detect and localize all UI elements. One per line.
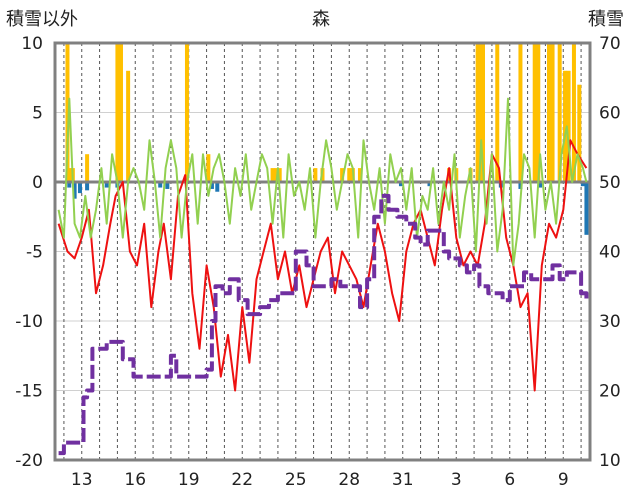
precip-bar — [481, 43, 485, 182]
sunshine-bar — [398, 182, 403, 187]
precip-bar — [571, 43, 576, 182]
sunshine-bar — [584, 182, 589, 235]
precip-bar — [536, 43, 541, 182]
left-tick-label: -10 — [15, 312, 43, 332]
precip-bar — [550, 43, 555, 182]
sunshine-bar — [209, 182, 214, 189]
left-tick-label: 10 — [21, 34, 43, 54]
x-tick-label: 3 — [451, 470, 462, 490]
left-tick-label: -15 — [15, 382, 43, 402]
left-tick-label: 5 — [32, 104, 43, 124]
x-tick-label: 6 — [504, 470, 515, 490]
right-tick-label: 30 — [599, 312, 621, 332]
right-tick-label: 60 — [599, 104, 621, 124]
precip-bar — [518, 43, 523, 182]
precip-bar — [577, 84, 582, 182]
series-line-green — [57, 97, 588, 267]
x-tick-label: 22 — [231, 470, 253, 490]
right-tick-label: 50 — [599, 173, 621, 193]
precip-bar — [206, 154, 211, 182]
precip-bar — [277, 168, 282, 182]
precip-bar — [340, 168, 345, 182]
sunshine-bar — [518, 182, 523, 189]
precip-bar — [115, 43, 120, 182]
sunshine-bar — [77, 182, 82, 194]
sunshine-bar — [104, 182, 109, 188]
precip-bar — [475, 43, 480, 182]
x-tick-label: 25 — [285, 470, 307, 490]
sunshine-bar — [67, 182, 72, 188]
left-tick-label: -5 — [26, 243, 43, 263]
line-layer — [55, 97, 590, 456]
sunshine-bar — [85, 182, 90, 191]
sunshine-bar — [158, 182, 163, 188]
x-tick-label: 19 — [178, 470, 200, 490]
precip-bar — [563, 70, 568, 182]
x-tick-label: 9 — [558, 470, 569, 490]
left-axis-title: 積雪以外 — [6, 9, 78, 30]
right-tick-label: 40 — [599, 243, 621, 263]
precip-bar — [495, 43, 500, 182]
sunshine-bar — [72, 182, 77, 199]
right-tick-label: 20 — [599, 382, 621, 402]
sunshine-bar — [580, 182, 585, 187]
precip-bar — [274, 168, 279, 182]
left-tick-label: 0 — [32, 173, 43, 193]
x-tick-label: 16 — [124, 470, 146, 490]
precip-bar — [65, 43, 70, 182]
sunshine-bar — [538, 182, 543, 188]
x-tick-label: 28 — [338, 470, 360, 490]
sunshine-bar — [427, 182, 432, 187]
precip-bar — [557, 43, 562, 182]
precip-bar — [313, 168, 318, 182]
series-line-red — [57, 139, 588, 392]
precip-bar — [566, 70, 571, 182]
right-tick-label: 70 — [599, 34, 621, 54]
precip-bar — [270, 168, 275, 182]
precip-bar — [184, 43, 189, 182]
plot-frame — [53, 41, 592, 462]
precip-bar — [546, 43, 551, 182]
precip-bar — [347, 168, 352, 182]
right-axis-title: 積雪 — [588, 9, 624, 30]
precip-bar — [126, 70, 131, 182]
precip-bar — [85, 154, 90, 182]
sunshine-bar — [165, 182, 170, 189]
x-tick-label: 13 — [71, 470, 93, 490]
x-tick-label: 31 — [392, 470, 414, 490]
sunshine-bar — [215, 182, 220, 192]
precip-bar — [118, 43, 123, 182]
left-tick-label: -20 — [15, 451, 43, 471]
series-line-purple_snow — [58, 193, 589, 456]
chart-title: 森 — [312, 9, 330, 30]
precip-bar — [357, 168, 362, 182]
precip-bar — [532, 43, 537, 182]
right-tick-label: 10 — [599, 451, 621, 471]
